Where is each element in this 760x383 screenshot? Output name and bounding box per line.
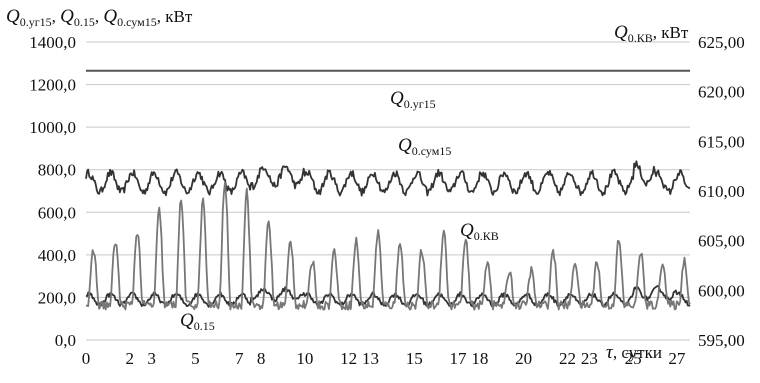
- y-right-tick-6: 625,00: [698, 33, 745, 52]
- x-axis-labels: 0 2 3 5 7 8 10 12 13 15 17 18 20 22 23 25 27: [82, 349, 686, 368]
- x-tick-8: 8: [257, 349, 266, 368]
- x-tick-0: 0: [82, 349, 91, 368]
- svg-text:Q0.уг15, Q0.15, Q0.сум15, кВт: Q0.уг15, Q0.15, Q0.сум15, кВт: [6, 6, 193, 29]
- series-label-q0kv: Q0.КВ: [460, 220, 499, 243]
- y-right-tick-0: 595,00: [698, 331, 745, 350]
- series-label-q015: Q0.15: [180, 310, 215, 333]
- x-tick-10: 10: [296, 349, 313, 368]
- series-label-q0sum15: Q0.сум15: [398, 135, 451, 158]
- x-tick-3: 3: [147, 349, 156, 368]
- y-left-tick-3: 600,0: [38, 203, 76, 222]
- y-left-tick-4: 800,0: [38, 161, 76, 180]
- series-layer: [85, 69, 691, 311]
- svg-text:Q0.КВ: Q0.КВ: [460, 220, 499, 243]
- svg-text:Q0.уг15: Q0.уг15: [390, 88, 436, 111]
- x-tick-18: 18: [471, 349, 488, 368]
- x-axis-title: τ, сутки: [606, 342, 662, 363]
- x-tick-12: 12: [340, 349, 357, 368]
- y-right-tick-2: 605,00: [698, 232, 745, 251]
- y-right-tick-5: 620,00: [698, 83, 745, 102]
- x-tick-17: 17: [450, 349, 468, 368]
- svg-text:Q0.15: Q0.15: [180, 310, 215, 333]
- series-label-q0ug15: Q0.уг15: [390, 88, 436, 111]
- x-tick-7: 7: [235, 349, 244, 368]
- series-3-line: [86, 181, 691, 311]
- x-tick-5: 5: [191, 349, 200, 368]
- svg-text:Q0.КВ, кВт: Q0.КВ, кВт: [614, 22, 689, 45]
- x-tick-23: 23: [581, 349, 598, 368]
- right-axis-title: Q0.КВ, кВт: [614, 22, 689, 45]
- x-tick-15: 15: [406, 349, 423, 368]
- x-tick-25: 25: [625, 349, 642, 368]
- left-axis-title: Q0.уг15, Q0.15, Q0.сум15, кВт: [6, 6, 193, 29]
- y-axis-left-labels: 0,0 200,0 400,0 600,0 800,0 1000,0 1200,0 1400,…: [29, 33, 76, 350]
- x-tick-20: 20: [515, 349, 532, 368]
- y-left-tick-7: 1400,0: [29, 33, 76, 52]
- y-left-tick-2: 400,0: [38, 246, 76, 265]
- x-tick-22: 22: [559, 349, 576, 368]
- x-tick-2: 2: [126, 349, 135, 368]
- y-left-tick-1: 200,0: [38, 288, 76, 307]
- x-tick-13: 13: [362, 349, 379, 368]
- y-left-tick-0: 0,0: [55, 331, 76, 350]
- y-right-tick-1: 600,00: [698, 281, 745, 300]
- series-1-line: [85, 160, 691, 197]
- y-left-tick-5: 1000,0: [29, 118, 76, 137]
- y-left-tick-6: 1200,0: [29, 76, 76, 95]
- y-right-tick-3: 610,00: [698, 182, 745, 201]
- svg-text:Q0.сум15: Q0.сум15: [398, 135, 451, 158]
- svg-text:τ, сутки: τ, сутки: [606, 342, 662, 363]
- x-tick-27: 27: [668, 349, 686, 368]
- y-right-tick-4: 615,00: [698, 132, 745, 151]
- y-axis-right-labels: 595,00 600,00 605,00 610,00 615,00 620,00 625,…: [698, 33, 745, 350]
